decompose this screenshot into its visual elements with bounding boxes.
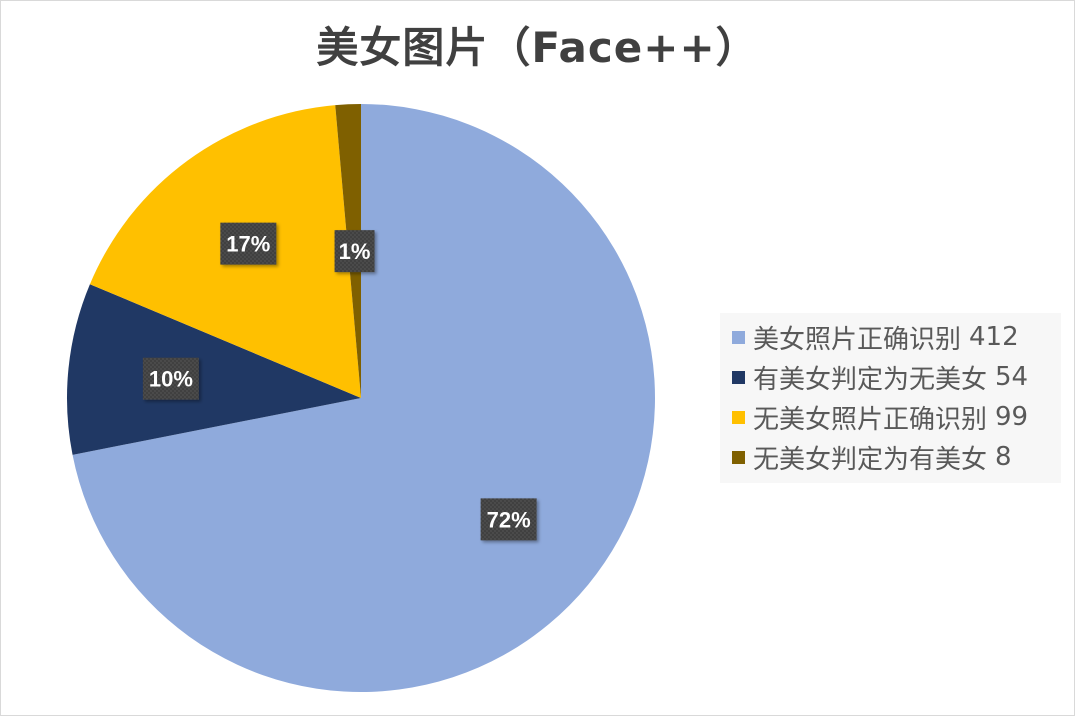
legend-swatch-2 — [732, 370, 745, 384]
legend-value-4: 8 — [995, 442, 1012, 472]
data-label-2: 10% — [142, 357, 199, 400]
legend-item-1: 美女照片正确识别 412 — [732, 317, 1061, 357]
legend-item-3: 无美女照片正确识别 99 — [732, 397, 1061, 437]
legend-value-2: 54 — [995, 362, 1029, 392]
data-label-4: 1% — [334, 230, 375, 273]
legend-label-3: 无美女照片正确识别 — [753, 404, 988, 435]
data-label-box-4 — [334, 230, 375, 273]
chart-title: 美女图片（Face++） — [316, 23, 759, 72]
pie-slice-2 — [66, 284, 361, 455]
data-label-3: 17% — [220, 222, 277, 265]
data-label-1: 72% — [480, 498, 537, 541]
legend-item-2: 有美女判定为无美女 54 — [732, 357, 1061, 397]
legend-swatch-1 — [732, 330, 745, 344]
legend-label-4: 无美女判定为有美女 — [753, 444, 988, 475]
data-label-text-4: 1% — [339, 239, 371, 264]
legend-value-1: 412 — [969, 322, 1019, 352]
data-label-text-3: 17% — [226, 232, 270, 257]
legend: 美女照片正确识别 412 有美女判定为无美女 54 无美女照片正确识别 99 无美女判定为有… — [720, 313, 1061, 483]
data-label-box-1 — [480, 498, 537, 541]
legend-swatch-4 — [732, 450, 745, 464]
legend-label-1: 美女照片正确识别 — [753, 324, 962, 355]
data-label-text-2: 10% — [149, 367, 193, 392]
pie-slice-1 — [72, 104, 656, 692]
data-label-box-2 — [142, 357, 199, 400]
legend-swatch-3 — [732, 410, 745, 424]
legend-item-4: 无美女判定为有美女 8 — [732, 437, 1061, 477]
data-label-text-1: 72% — [487, 507, 531, 532]
legend-label-2: 有美女判定为无美女 — [753, 364, 988, 395]
legend-value-3: 99 — [995, 402, 1029, 432]
data-label-box-3 — [220, 222, 277, 265]
